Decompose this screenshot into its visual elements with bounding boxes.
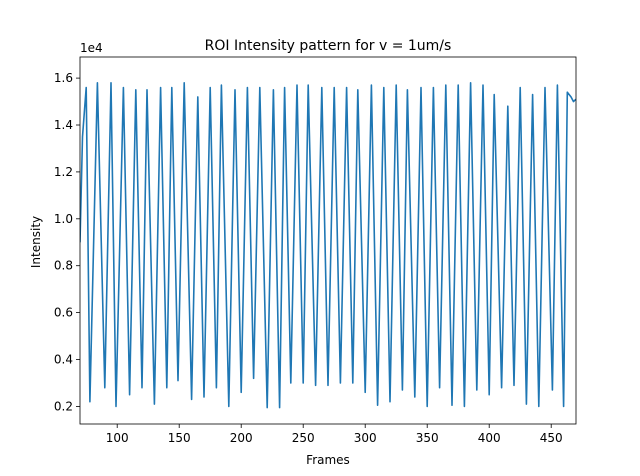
x-tick-label: 400 [478, 431, 501, 445]
y-offset-label: 1e4 [80, 41, 103, 55]
chart-title: ROI Intensity pattern for v = 1um/s [205, 38, 452, 54]
x-tick-label: 100 [106, 431, 129, 445]
x-tick-label: 350 [416, 431, 439, 445]
y-axis-label: Intensity [29, 216, 43, 268]
plot-area: 100 150 200 250 300 350 400 450 0.2 0.4 0.6 0.8 1.0 1… [54, 56, 577, 445]
y-tick-label: 1.4 [54, 118, 73, 132]
y-tick-label: 0.2 [54, 399, 73, 413]
y-tick-label: 0.4 [54, 353, 73, 367]
x-tick-label: 300 [354, 431, 377, 445]
x-tick-label: 250 [292, 431, 315, 445]
y-tick-label: 0.8 [54, 259, 73, 273]
y-tick-label: 0.6 [54, 306, 73, 320]
x-tick-label: 150 [168, 431, 191, 445]
x-tick-label: 200 [230, 431, 253, 445]
series-line-0 [80, 82, 576, 409]
x-axis-label: Frames [306, 453, 350, 467]
y-tick-label: 1.0 [54, 212, 73, 226]
y-tick-label: 1.2 [54, 165, 73, 179]
x-tick-label: 450 [540, 431, 563, 445]
axes-frame [79, 56, 577, 425]
y-tick-label: 1.6 [54, 71, 73, 85]
